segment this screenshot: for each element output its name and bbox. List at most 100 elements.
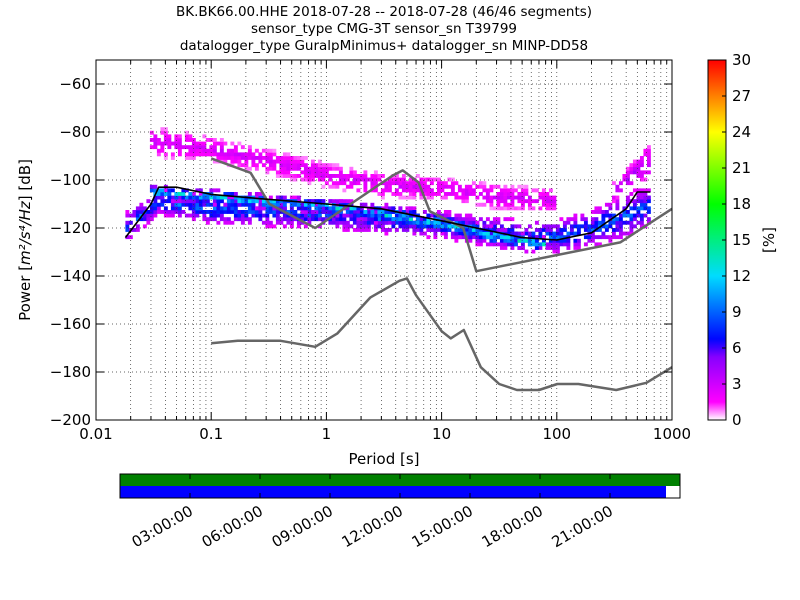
psd-cell <box>156 188 161 193</box>
psd-cell <box>464 199 469 204</box>
psd-cell <box>363 220 368 225</box>
psd-cell <box>534 246 539 250</box>
psd-cell <box>254 199 259 204</box>
psd-cell <box>440 217 445 222</box>
psd-cell <box>555 249 560 254</box>
y-axis-label-unit: m²/s⁴/Hz <box>16 200 34 265</box>
psd-cell <box>237 163 242 168</box>
psd-cell <box>282 213 287 218</box>
psd-cell <box>573 217 578 222</box>
psd-cell <box>506 242 511 247</box>
psd-cell <box>191 213 196 218</box>
psd-cell <box>198 202 203 207</box>
psd-cell <box>282 174 287 178</box>
psd-cell <box>349 174 354 178</box>
psd-cell <box>562 238 567 243</box>
psd-cell <box>380 174 385 178</box>
psd-cell <box>615 202 620 207</box>
psd-cell <box>352 181 357 186</box>
psd-cell <box>233 145 238 150</box>
psd-cell <box>160 202 165 207</box>
psd-cell <box>272 148 277 153</box>
psd-cell <box>135 217 140 222</box>
psd-cell <box>219 210 224 214</box>
psd-cell <box>608 213 613 218</box>
grid <box>96 60 672 420</box>
psd-cell <box>643 177 648 182</box>
psd-cell <box>363 170 368 175</box>
psd-cell <box>230 199 235 204</box>
psd-cell <box>489 242 494 247</box>
psd-cell <box>191 206 196 211</box>
psd-cell <box>489 199 494 204</box>
psd-cell <box>583 224 588 229</box>
psd-cell <box>492 220 497 225</box>
psd-cell <box>377 213 382 218</box>
psd-cell <box>268 220 273 225</box>
psd-cell <box>412 206 417 211</box>
psd-cell <box>160 130 165 135</box>
psd-cell <box>170 188 175 193</box>
psd-cell <box>594 206 599 211</box>
psd-cell <box>153 184 158 189</box>
psd-cell <box>356 220 361 225</box>
psd-cell <box>454 192 459 196</box>
psd-cell <box>296 159 301 164</box>
psd-cell <box>132 213 137 218</box>
psd-cell <box>615 206 620 211</box>
psd-cell <box>195 213 200 218</box>
psd-cell <box>573 246 578 250</box>
psd-cell <box>545 246 550 250</box>
psd-cell <box>485 192 490 196</box>
psd-cell <box>545 224 550 229</box>
psd-cell <box>503 242 508 247</box>
psd-cell <box>338 217 343 222</box>
psd-cell <box>464 192 469 196</box>
psd-cell <box>307 202 312 207</box>
psd-cell <box>296 220 301 225</box>
psd-cell <box>443 210 448 214</box>
y-tick-label: −100 <box>50 171 91 189</box>
psd-coverage-bar <box>120 486 666 498</box>
psd-cell <box>639 159 644 164</box>
psd-cell <box>128 220 133 225</box>
psd-cell <box>265 202 270 207</box>
psd-cell <box>149 130 154 135</box>
psd-cell <box>422 217 427 222</box>
psd-cell <box>198 210 203 214</box>
psd-cell <box>555 231 560 236</box>
psd-cell <box>321 170 326 175</box>
psd-cell <box>636 170 641 175</box>
psd-cell <box>566 220 571 225</box>
psd-cell <box>167 210 172 214</box>
psd-cell <box>559 242 564 247</box>
psd-cell <box>447 213 452 218</box>
psd-cell <box>209 152 214 157</box>
psd-cell <box>317 170 322 175</box>
psd-cell <box>373 213 378 218</box>
psd-cell <box>646 159 651 164</box>
psd-cell <box>629 166 634 171</box>
psd-cell <box>303 199 308 204</box>
psd-cell <box>163 134 168 139</box>
psd-cell <box>230 195 235 200</box>
psd-cell <box>174 192 179 196</box>
psd-cell <box>275 159 280 164</box>
colorbar-tick-label: 9 <box>732 303 742 321</box>
psd-cell <box>272 213 277 218</box>
psd-cell <box>394 188 399 193</box>
psd-cell <box>559 235 564 240</box>
psd-cell <box>492 224 497 229</box>
psd-cell <box>338 166 343 171</box>
psd-cell <box>167 141 172 146</box>
psd-cell <box>303 213 308 218</box>
psd-cell <box>212 148 217 153</box>
psd-cell <box>352 174 357 178</box>
psd-cell <box>268 166 273 171</box>
psd-cell <box>632 217 637 222</box>
psd-cell <box>258 156 263 160</box>
psd-cell <box>324 210 329 214</box>
psd-cell <box>499 242 504 247</box>
psd-cell <box>352 228 357 232</box>
psd-cell <box>272 163 277 168</box>
